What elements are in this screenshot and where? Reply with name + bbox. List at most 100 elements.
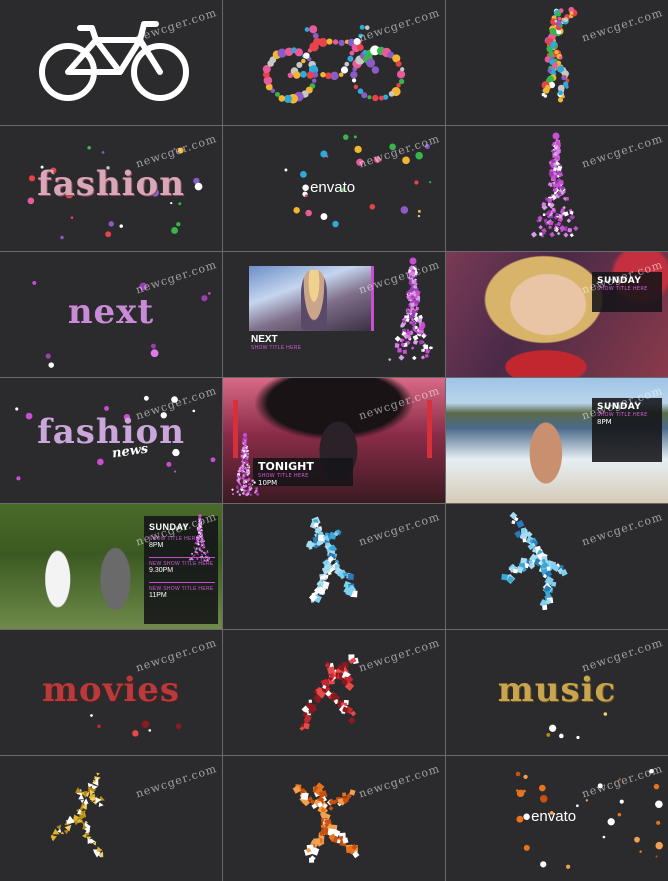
particle xyxy=(239,484,243,487)
particle xyxy=(195,548,198,550)
particle xyxy=(170,201,173,205)
particle xyxy=(252,479,255,482)
particle xyxy=(231,488,234,491)
particle xyxy=(338,39,345,47)
particle xyxy=(63,829,69,835)
particle xyxy=(556,65,565,73)
particle xyxy=(428,346,433,350)
particle xyxy=(238,493,242,497)
beach-sunday-subtitle: SHOW TITLE HERE xyxy=(597,412,648,418)
particle xyxy=(552,62,559,69)
particle xyxy=(250,485,252,487)
particle xyxy=(87,838,94,845)
particle xyxy=(544,575,554,586)
particle xyxy=(538,219,542,222)
tonight-time: 10PM xyxy=(258,479,278,487)
frame-soccer-blue-1: newcger.com xyxy=(223,504,445,629)
particle xyxy=(101,151,105,154)
particle xyxy=(603,712,608,716)
particle xyxy=(322,684,327,690)
particle xyxy=(148,729,152,732)
particle xyxy=(556,165,563,172)
particle xyxy=(511,520,516,525)
particle xyxy=(247,489,250,492)
particle xyxy=(513,568,518,574)
particle xyxy=(420,321,426,327)
particle xyxy=(555,213,559,217)
particle xyxy=(90,838,96,844)
particle xyxy=(639,850,642,853)
particle xyxy=(245,463,247,465)
next-title: NEXT xyxy=(251,334,278,345)
particle xyxy=(40,165,44,169)
particle xyxy=(554,156,558,160)
particle xyxy=(338,72,344,78)
schedule-item-title: SHOW TITLE HERE xyxy=(149,536,200,542)
particle xyxy=(316,539,324,546)
particle xyxy=(520,528,526,534)
particle xyxy=(421,333,427,339)
particle xyxy=(240,450,244,454)
particle xyxy=(196,536,199,539)
particle xyxy=(516,815,524,823)
particle xyxy=(193,554,196,557)
particle xyxy=(527,543,535,551)
particle xyxy=(548,225,552,229)
particle xyxy=(372,94,379,102)
particle xyxy=(382,94,389,100)
particle xyxy=(242,480,245,484)
particle xyxy=(550,158,556,164)
particle xyxy=(198,517,200,519)
particle xyxy=(420,355,425,360)
schedule-list: SUNDAY SHOW TITLE HERE 8PM NEW SHOW TITL… xyxy=(149,522,215,599)
particle xyxy=(327,555,335,563)
particle xyxy=(247,477,251,482)
particle xyxy=(201,553,203,556)
particle xyxy=(105,231,112,238)
particle xyxy=(550,175,556,181)
particle xyxy=(60,235,64,240)
particle xyxy=(369,204,376,210)
particle xyxy=(236,475,240,479)
particle xyxy=(262,65,271,74)
particle xyxy=(141,720,150,729)
particle xyxy=(150,349,159,358)
particle xyxy=(151,188,160,197)
music-word: music xyxy=(497,670,617,710)
particle xyxy=(308,709,314,714)
particle xyxy=(396,70,406,79)
particle xyxy=(80,791,85,796)
particle xyxy=(300,170,307,178)
particle xyxy=(200,551,202,553)
particle xyxy=(239,477,242,480)
frame-runner-red: newcger.com xyxy=(223,630,445,755)
particle xyxy=(132,730,139,737)
particle xyxy=(342,571,348,577)
particle xyxy=(573,225,579,232)
particle xyxy=(201,550,203,552)
particle xyxy=(345,675,354,684)
particle xyxy=(550,35,555,39)
particle xyxy=(89,793,96,799)
frame-music-word: music newcger.com xyxy=(446,630,668,755)
particle xyxy=(359,24,365,30)
particle xyxy=(246,474,249,476)
schedule-panel: SUNDAY SHOW TITLE HERE 8PM NEW SHOW TITL… xyxy=(144,516,218,624)
particle xyxy=(200,536,202,538)
particle xyxy=(549,724,557,732)
particle xyxy=(296,61,303,68)
particle xyxy=(330,71,339,81)
particle xyxy=(308,593,318,602)
particle xyxy=(93,851,101,858)
particle xyxy=(607,818,615,826)
particle xyxy=(104,406,109,411)
particle xyxy=(556,221,562,227)
schedule-day: SUNDAY xyxy=(149,522,190,532)
particle xyxy=(549,27,557,35)
particle xyxy=(341,678,348,685)
particle xyxy=(32,280,37,285)
particle xyxy=(139,282,148,291)
particle xyxy=(411,287,415,292)
particle xyxy=(539,232,543,236)
particle xyxy=(242,447,245,450)
